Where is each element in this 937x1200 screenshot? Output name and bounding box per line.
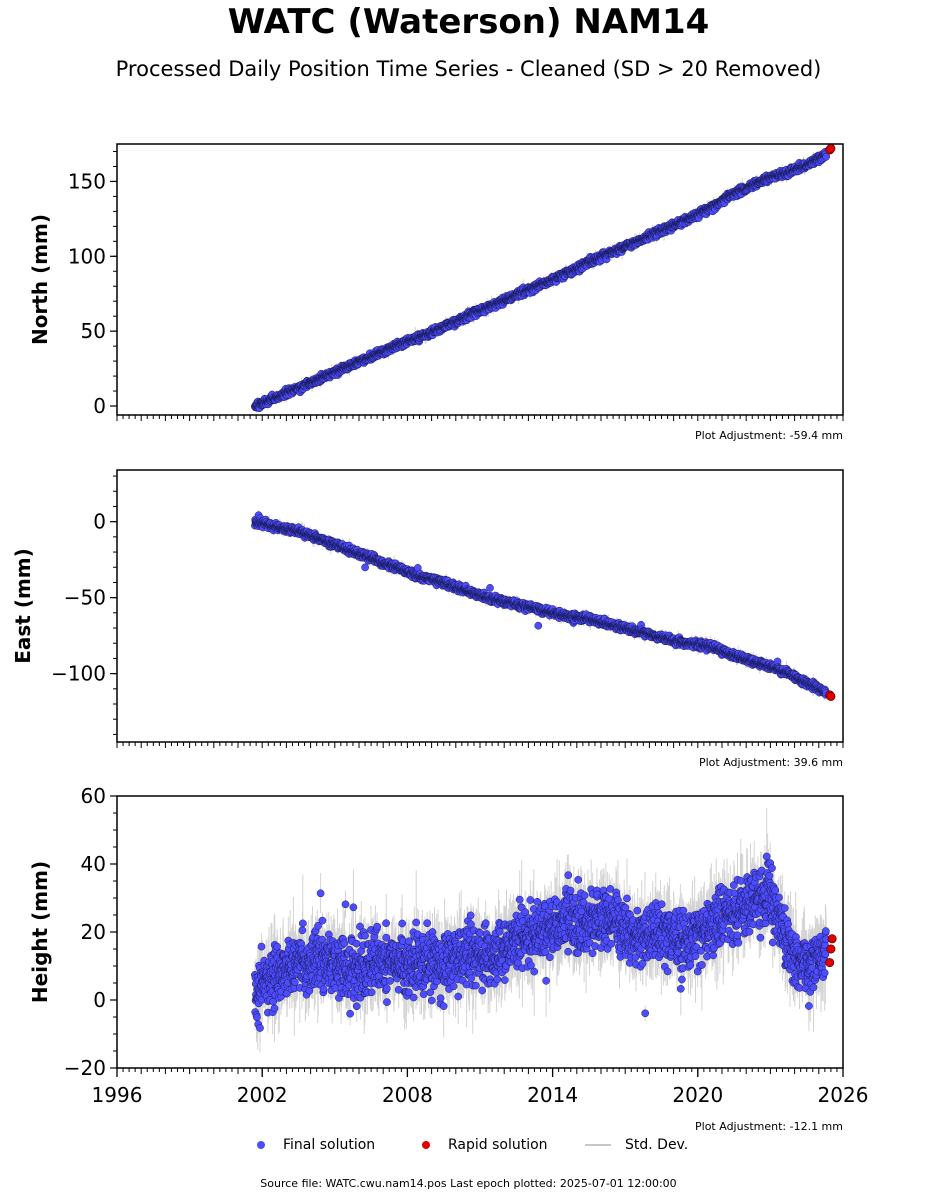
- north-y-tick-label: 100: [68, 244, 106, 268]
- north-plot-adjustment: Plot Adjustment: -59.4 mm: [695, 429, 843, 442]
- chart-title: WATC (Waterson) NAM14: [227, 2, 710, 42]
- north-rapid-points: [825, 144, 836, 155]
- north-plot-area: [251, 144, 836, 413]
- north-rapid-point: [826, 144, 836, 153]
- panel-north: 0 50 100 150 North (mm) Plot Adjustment: -59.…: [28, 143, 844, 442]
- north-final-points: [251, 148, 830, 412]
- north-y-label: North (mm): [28, 214, 52, 345]
- north-x-axis: [116, 415, 844, 421]
- north-y-tick-label: 150: [68, 169, 106, 193]
- chart-subtitle: Processed Daily Position Time Series - C…: [115, 57, 822, 81]
- north-axes-frame: [116, 143, 844, 416]
- north-y-tick-label: 50: [81, 319, 106, 343]
- north-y-tick-label: 0: [93, 394, 106, 418]
- east-plot-area: [251, 510, 836, 701]
- north-final-point: [822, 152, 830, 161]
- north-y-axis: 0 50 100 150: [68, 150, 117, 418]
